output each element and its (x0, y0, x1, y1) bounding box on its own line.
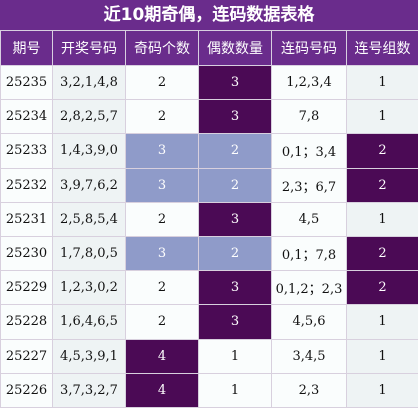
issue-cell: 25229 (0, 270, 53, 306)
issue-cell: 25226 (0, 372, 53, 408)
even-count-cell: 2 (198, 133, 272, 169)
groups-cell: 2 (346, 270, 418, 306)
numbers-cell: 3,7,3,2,7 (52, 372, 126, 408)
table-row: 25229 1,2,3,0,2 2 3 0,1,2；2,3 2 (0, 270, 418, 306)
data-table: 期号 开奖号码 奇码个数 偶数数量 连码号码 连号组数 25235 3,2,1,4… (0, 30, 418, 408)
groups-cell: 2 (346, 235, 418, 272)
even-count-cell: 3 (198, 270, 272, 306)
groups-cell: 1 (346, 64, 418, 101)
issue-cell: 25235 (0, 64, 53, 101)
numbers-cell: 2,8,2,5,7 (52, 99, 126, 135)
odd-count-cell: 2 (125, 99, 199, 135)
even-count-cell: 1 (198, 338, 272, 374)
header-even-count: 偶数数量 (198, 30, 272, 66)
groups-cell: 1 (346, 372, 418, 408)
odd-count-cell: 3 (125, 133, 199, 169)
even-count-cell: 1 (198, 372, 272, 408)
table-row: 25233 1,4,3,9,0 3 2 0,1；3,4 2 (0, 133, 418, 169)
header-row: 期号 开奖号码 奇码个数 偶数数量 连码号码 连号组数 (0, 30, 418, 66)
header-odd-count: 奇码个数 (125, 30, 199, 66)
issue-cell: 25233 (0, 133, 53, 169)
even-count-cell: 3 (198, 99, 272, 135)
issue-cell: 25231 (0, 201, 53, 237)
table-row: 25227 4,5,3,9,1 4 1 3,4,5 1 (0, 338, 418, 374)
table-row: 25234 2,8,2,5,7 2 3 7,8 1 (0, 99, 418, 135)
odd-count-cell: 4 (125, 372, 199, 408)
consecutive-cell: 4,5,6 (271, 304, 347, 340)
issue-cell: 25232 (0, 167, 53, 203)
header-groups: 连号组数 (346, 30, 418, 66)
odd-count-cell: 2 (125, 64, 199, 101)
odd-count-cell: 4 (125, 338, 199, 374)
even-count-cell: 3 (198, 304, 272, 340)
issue-cell: 25228 (0, 304, 53, 340)
consecutive-cell: 2,3 (271, 372, 347, 408)
table-row: 25228 1,6,4,6,5 2 3 4,5,6 1 (0, 304, 418, 340)
odd-count-cell: 2 (125, 270, 199, 306)
groups-cell: 2 (346, 133, 418, 169)
numbers-cell: 2,5,8,5,4 (52, 201, 126, 237)
groups-cell: 1 (346, 99, 418, 135)
numbers-cell: 1,2,3,0,2 (52, 270, 126, 306)
table-title: 近10期奇偶，连码数据表格 (0, 0, 418, 31)
numbers-cell: 1,4,3,9,0 (52, 133, 126, 169)
odd-count-cell: 2 (125, 201, 199, 237)
even-count-cell: 2 (198, 235, 272, 272)
numbers-cell: 3,2,1,4,8 (52, 64, 126, 101)
consecutive-cell: 0,1；7,8 (271, 235, 347, 272)
groups-cell: 1 (346, 304, 418, 340)
odd-count-cell: 3 (125, 235, 199, 272)
table-row: 25235 3,2,1,4,8 2 3 1,2,3,4 1 (0, 64, 418, 101)
consecutive-cell: 7,8 (271, 99, 347, 135)
consecutive-cell: 0,1；3,4 (271, 133, 347, 169)
header-issue: 期号 (0, 30, 53, 66)
groups-cell: 1 (346, 201, 418, 237)
odd-count-cell: 2 (125, 304, 199, 340)
issue-cell: 25234 (0, 99, 53, 135)
even-count-cell: 3 (198, 64, 272, 101)
consecutive-cell: 3,4,5 (271, 338, 347, 374)
consecutive-cell: 0,1,2；2,3 (271, 270, 347, 306)
odd-count-cell: 3 (125, 167, 199, 203)
groups-cell: 1 (346, 338, 418, 374)
issue-cell: 25227 (0, 338, 53, 374)
numbers-cell: 3,9,7,6,2 (52, 167, 126, 203)
consecutive-cell: 4,5 (271, 201, 347, 237)
numbers-cell: 4,5,3,9,1 (52, 338, 126, 374)
header-consecutive: 连码号码 (271, 30, 347, 66)
table-row: 25226 3,7,3,2,7 4 1 2,3 1 (0, 372, 418, 408)
consecutive-cell: 2,3；6,7 (271, 167, 347, 203)
table-row: 25231 2,5,8,5,4 2 3 4,5 1 (0, 201, 418, 237)
consecutive-cell: 1,2,3,4 (271, 64, 347, 101)
issue-cell: 25230 (0, 235, 53, 272)
table-row: 25232 3,9,7,6,2 3 2 2,3；6,7 2 (0, 167, 418, 203)
numbers-cell: 1,7,8,0,5 (52, 235, 126, 272)
numbers-cell: 1,6,4,6,5 (52, 304, 126, 340)
header-numbers: 开奖号码 (52, 30, 126, 66)
even-count-cell: 3 (198, 201, 272, 237)
groups-cell: 2 (346, 167, 418, 203)
even-count-cell: 2 (198, 167, 272, 203)
table-row: 25230 1,7,8,0,5 3 2 0,1；7,8 2 (0, 235, 418, 272)
